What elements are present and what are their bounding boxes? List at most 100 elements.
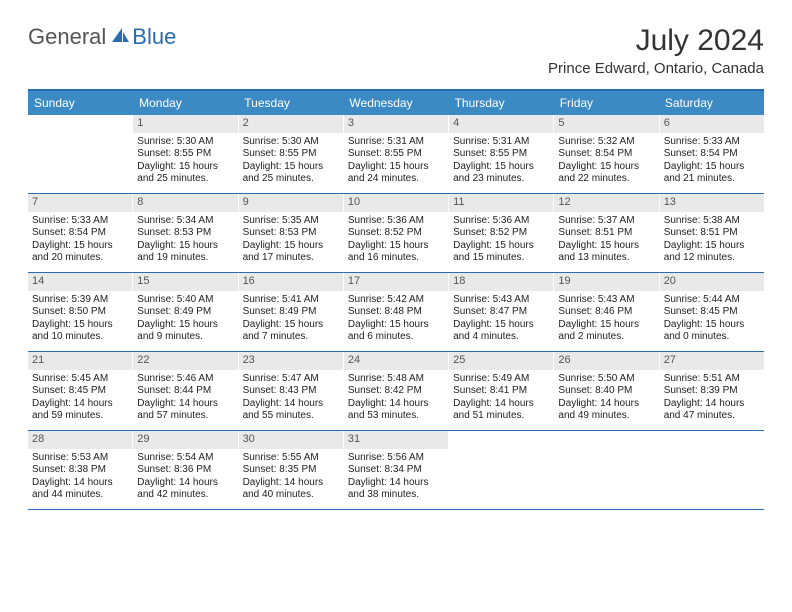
- day-number: 2: [239, 115, 343, 133]
- sunset-text: Sunset: 8:54 PM: [664, 148, 760, 161]
- day-body: Sunrise: 5:30 AMSunset: 8:55 PMDaylight:…: [133, 133, 237, 192]
- day-cell: 3Sunrise: 5:31 AMSunset: 8:55 PMDaylight…: [344, 115, 449, 193]
- sunset-text: Sunset: 8:39 PM: [664, 385, 760, 398]
- day-number: 24: [344, 352, 448, 370]
- logo-text-blue: Blue: [132, 24, 176, 50]
- sunrise-text: Sunrise: 5:43 AM: [453, 294, 549, 307]
- logo-sail-icon: [110, 26, 130, 49]
- daylight-text: Daylight: 14 hours and 49 minutes.: [558, 398, 654, 423]
- sunrise-text: Sunrise: 5:44 AM: [664, 294, 760, 307]
- day-body: Sunrise: 5:33 AMSunset: 8:54 PMDaylight:…: [28, 212, 132, 271]
- day-number: 1: [133, 115, 237, 133]
- sunset-text: Sunset: 8:55 PM: [348, 148, 444, 161]
- day-cell: [449, 431, 554, 509]
- day-header: Wednesday: [343, 91, 448, 115]
- day-body: Sunrise: 5:43 AMSunset: 8:47 PMDaylight:…: [449, 291, 553, 350]
- day-cell: 29Sunrise: 5:54 AMSunset: 8:36 PMDayligh…: [133, 431, 238, 509]
- day-cell: 23Sunrise: 5:47 AMSunset: 8:43 PMDayligh…: [239, 352, 344, 430]
- sunset-text: Sunset: 8:42 PM: [348, 385, 444, 398]
- week-row: 7Sunrise: 5:33 AMSunset: 8:54 PMDaylight…: [28, 194, 764, 273]
- daylight-text: Daylight: 14 hours and 53 minutes.: [348, 398, 444, 423]
- day-number: 18: [449, 273, 553, 291]
- sunset-text: Sunset: 8:49 PM: [243, 306, 339, 319]
- sunrise-text: Sunrise: 5:31 AM: [348, 136, 444, 149]
- sunset-text: Sunset: 8:43 PM: [243, 385, 339, 398]
- day-cell: 13Sunrise: 5:38 AMSunset: 8:51 PMDayligh…: [660, 194, 764, 272]
- sunset-text: Sunset: 8:41 PM: [453, 385, 549, 398]
- day-cell: 26Sunrise: 5:50 AMSunset: 8:40 PMDayligh…: [554, 352, 659, 430]
- day-cell: 5Sunrise: 5:32 AMSunset: 8:54 PMDaylight…: [554, 115, 659, 193]
- title-block: July 2024 Prince Edward, Ontario, Canada: [548, 24, 764, 77]
- sunset-text: Sunset: 8:55 PM: [137, 148, 233, 161]
- day-number: 11: [449, 194, 553, 212]
- daylight-text: Daylight: 15 hours and 12 minutes.: [664, 240, 760, 265]
- day-cell: 30Sunrise: 5:55 AMSunset: 8:35 PMDayligh…: [239, 431, 344, 509]
- day-cell: 4Sunrise: 5:31 AMSunset: 8:55 PMDaylight…: [449, 115, 554, 193]
- day-body: Sunrise: 5:33 AMSunset: 8:54 PMDaylight:…: [660, 133, 764, 192]
- sunrise-text: Sunrise: 5:30 AM: [243, 136, 339, 149]
- sunrise-text: Sunrise: 5:53 AM: [32, 452, 128, 465]
- day-header: Saturday: [659, 91, 764, 115]
- day-body: Sunrise: 5:56 AMSunset: 8:34 PMDaylight:…: [344, 449, 448, 508]
- day-body: Sunrise: 5:50 AMSunset: 8:40 PMDaylight:…: [554, 370, 658, 429]
- day-header: Thursday: [449, 91, 554, 115]
- day-body: Sunrise: 5:36 AMSunset: 8:52 PMDaylight:…: [449, 212, 553, 271]
- day-body: Sunrise: 5:55 AMSunset: 8:35 PMDaylight:…: [239, 449, 343, 508]
- daylight-text: Daylight: 15 hours and 15 minutes.: [453, 240, 549, 265]
- sunrise-text: Sunrise: 5:39 AM: [32, 294, 128, 307]
- day-cell: 21Sunrise: 5:45 AMSunset: 8:45 PMDayligh…: [28, 352, 133, 430]
- sunrise-text: Sunrise: 5:34 AM: [137, 215, 233, 228]
- daylight-text: Daylight: 15 hours and 7 minutes.: [243, 319, 339, 344]
- daylight-text: Daylight: 15 hours and 2 minutes.: [558, 319, 654, 344]
- sunset-text: Sunset: 8:44 PM: [137, 385, 233, 398]
- sunrise-text: Sunrise: 5:36 AM: [348, 215, 444, 228]
- day-body: Sunrise: 5:37 AMSunset: 8:51 PMDaylight:…: [554, 212, 658, 271]
- day-number: 14: [28, 273, 132, 291]
- day-number: 5: [554, 115, 658, 133]
- sunrise-text: Sunrise: 5:50 AM: [558, 373, 654, 386]
- day-header-row: Sunday Monday Tuesday Wednesday Thursday…: [28, 91, 764, 115]
- day-cell: 27Sunrise: 5:51 AMSunset: 8:39 PMDayligh…: [660, 352, 764, 430]
- day-cell: 31Sunrise: 5:56 AMSunset: 8:34 PMDayligh…: [344, 431, 449, 509]
- day-body: Sunrise: 5:48 AMSunset: 8:42 PMDaylight:…: [344, 370, 448, 429]
- day-cell: 7Sunrise: 5:33 AMSunset: 8:54 PMDaylight…: [28, 194, 133, 272]
- day-number: 6: [660, 115, 764, 133]
- sunset-text: Sunset: 8:45 PM: [32, 385, 128, 398]
- daylight-text: Daylight: 14 hours and 55 minutes.: [243, 398, 339, 423]
- day-cell: 8Sunrise: 5:34 AMSunset: 8:53 PMDaylight…: [133, 194, 238, 272]
- day-body: Sunrise: 5:35 AMSunset: 8:53 PMDaylight:…: [239, 212, 343, 271]
- sunrise-text: Sunrise: 5:46 AM: [137, 373, 233, 386]
- day-body: Sunrise: 5:44 AMSunset: 8:45 PMDaylight:…: [660, 291, 764, 350]
- week-row: 14Sunrise: 5:39 AMSunset: 8:50 PMDayligh…: [28, 273, 764, 352]
- day-cell: 10Sunrise: 5:36 AMSunset: 8:52 PMDayligh…: [344, 194, 449, 272]
- day-number: 17: [344, 273, 448, 291]
- day-number: 15: [133, 273, 237, 291]
- daylight-text: Daylight: 14 hours and 38 minutes.: [348, 477, 444, 502]
- day-number: 13: [660, 194, 764, 212]
- day-cell: 16Sunrise: 5:41 AMSunset: 8:49 PMDayligh…: [239, 273, 344, 351]
- day-body: Sunrise: 5:32 AMSunset: 8:54 PMDaylight:…: [554, 133, 658, 192]
- day-cell: 25Sunrise: 5:49 AMSunset: 8:41 PMDayligh…: [449, 352, 554, 430]
- sunset-text: Sunset: 8:51 PM: [558, 227, 654, 240]
- sunset-text: Sunset: 8:52 PM: [348, 227, 444, 240]
- day-body: Sunrise: 5:36 AMSunset: 8:52 PMDaylight:…: [344, 212, 448, 271]
- day-number: 12: [554, 194, 658, 212]
- day-cell: 22Sunrise: 5:46 AMSunset: 8:44 PMDayligh…: [133, 352, 238, 430]
- day-number: 20: [660, 273, 764, 291]
- daylight-text: Daylight: 15 hours and 23 minutes.: [453, 161, 549, 186]
- daylight-text: Daylight: 14 hours and 59 minutes.: [32, 398, 128, 423]
- day-number: 16: [239, 273, 343, 291]
- sunrise-text: Sunrise: 5:36 AM: [453, 215, 549, 228]
- day-header: Friday: [554, 91, 659, 115]
- daylight-text: Daylight: 14 hours and 44 minutes.: [32, 477, 128, 502]
- day-cell: 14Sunrise: 5:39 AMSunset: 8:50 PMDayligh…: [28, 273, 133, 351]
- month-title: July 2024: [548, 24, 764, 58]
- sunrise-text: Sunrise: 5:47 AM: [243, 373, 339, 386]
- sunrise-text: Sunrise: 5:33 AM: [664, 136, 760, 149]
- sunset-text: Sunset: 8:36 PM: [137, 464, 233, 477]
- sunset-text: Sunset: 8:49 PM: [137, 306, 233, 319]
- sunset-text: Sunset: 8:53 PM: [137, 227, 233, 240]
- sunset-text: Sunset: 8:48 PM: [348, 306, 444, 319]
- day-cell: 28Sunrise: 5:53 AMSunset: 8:38 PMDayligh…: [28, 431, 133, 509]
- sunset-text: Sunset: 8:52 PM: [453, 227, 549, 240]
